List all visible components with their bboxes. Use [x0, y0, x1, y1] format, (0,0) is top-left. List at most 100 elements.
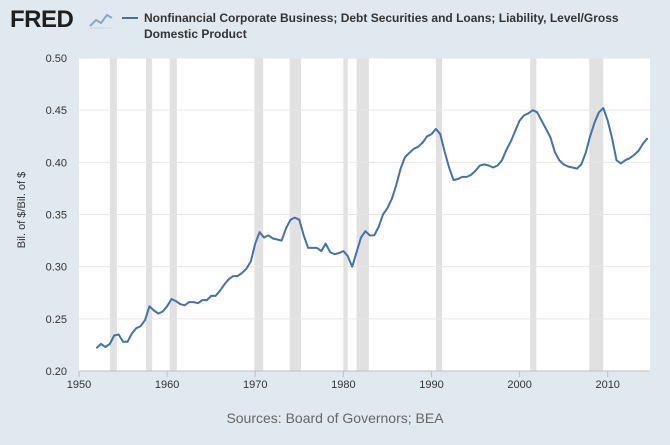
data-point [382, 213, 384, 216]
data-point [118, 333, 120, 336]
data-point [153, 309, 155, 312]
data-point [386, 207, 388, 209]
data-point [541, 120, 543, 122]
data-point [642, 143, 644, 145]
data-point [223, 283, 225, 285]
data-point [536, 111, 538, 113]
data-point [144, 319, 146, 321]
data-point [633, 154, 635, 156]
data-point [259, 231, 261, 233]
data-point [615, 159, 618, 161]
data-point [356, 251, 358, 253]
data-point [272, 237, 274, 240]
data-point [369, 234, 371, 236]
data-point [193, 301, 195, 303]
y-axis-label: Bil. of $/Bil. of $ [16, 172, 28, 248]
data-point [267, 234, 270, 236]
data-point [122, 341, 124, 343]
data-point [166, 305, 168, 307]
data-point [325, 243, 327, 245]
y-axis: 0.20 0.25 0.30 0.35 0.40 0.45 0.50 [46, 53, 67, 378]
data-point [320, 250, 322, 252]
data-point [576, 168, 578, 170]
y-tick-label: 0.20 [46, 366, 67, 378]
data-point [342, 250, 344, 252]
fred-logo[interactable]: FRED [10, 6, 74, 33]
data-point [360, 236, 362, 239]
x-tick-label: 2010 [595, 379, 619, 391]
data-point [148, 305, 151, 307]
data-point [294, 217, 296, 219]
data-point [140, 325, 142, 327]
data-point [422, 141, 424, 144]
data-point [395, 184, 397, 186]
data-point [580, 163, 582, 165]
x-tick-label: 1970 [243, 379, 267, 391]
data-point [311, 247, 314, 249]
data-point [170, 298, 173, 300]
y-tick-label: 0.45 [46, 105, 67, 117]
data-point [307, 247, 309, 249]
legend-line-swatch [122, 17, 138, 19]
data-point [179, 303, 181, 305]
data-point [404, 156, 406, 158]
data-point [250, 260, 252, 262]
data-point [510, 140, 512, 143]
data-point [241, 272, 243, 274]
data-point [184, 304, 186, 306]
data-point [364, 230, 366, 232]
data-point [206, 299, 208, 301]
data-point [523, 114, 525, 116]
data-point [100, 343, 102, 345]
data-point [135, 327, 137, 329]
data-point [303, 234, 305, 236]
x-tick-label: 1950 [67, 379, 91, 391]
y-tick-label: 0.30 [46, 262, 67, 274]
data-point [298, 219, 300, 221]
data-point [501, 159, 503, 161]
data-point [448, 166, 450, 169]
data-point [549, 136, 552, 138]
data-point [554, 151, 556, 153]
legend-series-name[interactable]: Nonfinancial Corporate Business; Debt Se… [144, 11, 619, 41]
data-point [479, 164, 481, 167]
data-point [417, 146, 419, 148]
data-point [408, 152, 410, 154]
data-point [563, 163, 565, 165]
data-point [492, 166, 494, 169]
data-point [571, 166, 574, 169]
data-point [351, 266, 353, 268]
data-point [514, 130, 516, 132]
data-point [426, 135, 428, 137]
data-point [347, 255, 349, 257]
data-point [585, 152, 587, 154]
data-point [488, 164, 490, 167]
data-point [602, 107, 604, 109]
data-point [232, 275, 234, 277]
data-point [113, 334, 115, 337]
data-point [545, 128, 547, 130]
data-point [188, 301, 190, 303]
data-point [439, 133, 441, 135]
data-point [461, 176, 463, 178]
gridlines [79, 57, 650, 320]
data-point [333, 253, 336, 255]
data-point [435, 128, 437, 130]
data-point [219, 290, 221, 292]
data-point [126, 341, 129, 343]
data-point [532, 109, 534, 111]
series-layer [95, 107, 649, 349]
data-point [637, 150, 640, 152]
data-point [215, 295, 217, 297]
data-point [157, 313, 159, 315]
data-point [254, 243, 256, 245]
data-point [624, 159, 626, 161]
data-point [400, 168, 402, 170]
data-point [607, 120, 609, 122]
data-point [593, 122, 596, 124]
y-tick-label: 0.50 [46, 53, 67, 65]
data-point [483, 163, 485, 165]
data-point [505, 149, 507, 151]
data-point [263, 236, 265, 239]
